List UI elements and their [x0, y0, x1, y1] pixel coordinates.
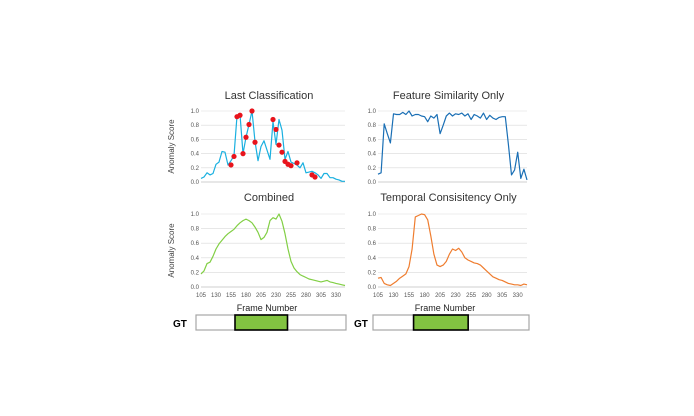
marker-point	[276, 142, 282, 148]
last-classification-chart: Last Classification 0.0 0.2 0.4 0.6 0.8 1.0 Ano…	[167, 90, 345, 186]
y-tick-label: 1.0	[368, 109, 377, 115]
y-tick-label: 0.0	[191, 180, 200, 186]
gt-anomaly-segment	[412, 314, 469, 331]
x-tick-label: 255	[286, 293, 297, 299]
combined-chart: Combined 0.0 0.2 0.4 0.6 0.8 1.0 105 130 155 180 20…	[167, 192, 346, 299]
y-tick-label: 0.4	[191, 256, 200, 262]
y-tick-label: 0.0	[368, 180, 377, 186]
x-tick-label: 280	[301, 293, 312, 299]
last-classification-y-axis-label: Anomaly Score	[167, 119, 176, 174]
x-tick-label: 230	[451, 293, 462, 299]
y-tick-label: 0.6	[191, 241, 200, 247]
marker-point	[240, 151, 246, 157]
y-tick-label: 0.2	[191, 270, 200, 276]
y-tick-label: 0.4	[368, 256, 377, 262]
x-tick-label: 130	[389, 293, 400, 299]
gt-bar-1: GT	[173, 314, 347, 331]
feature-similarity-series-line	[377, 110, 528, 181]
y-tick-label: 0.0	[368, 285, 377, 291]
y-tick-label: 0.8	[368, 227, 377, 233]
gt-label: GT	[354, 319, 368, 330]
x-tick-label: 330	[331, 293, 342, 299]
x-tick-label: 180	[241, 293, 252, 299]
marker-point	[252, 139, 258, 145]
y-tick-label: 0.6	[191, 137, 200, 143]
x-tick-label: 105	[196, 293, 207, 299]
combined-title: Combined	[244, 192, 294, 204]
marker-point	[288, 163, 294, 169]
combined-series-line	[200, 213, 346, 287]
last-classification-title: Last Classification	[225, 90, 314, 102]
y-tick-label: 0.6	[368, 241, 377, 247]
y-tick-label: 0.8	[191, 123, 200, 129]
x-tick-label: 105	[373, 293, 384, 299]
y-tick-label: 0.2	[368, 166, 377, 172]
y-tick-label: 1.0	[191, 212, 200, 218]
combined-y-axis-label: Anomaly Score	[167, 223, 176, 278]
feature-similarity-chart: Feature Similarity Only 0.0 0.2 0.4 0.6 0.8 1.…	[368, 90, 528, 186]
x-axis-label: Frame Number	[415, 303, 476, 313]
y-tick-label: 1.0	[191, 109, 200, 115]
feature-similarity-title: Feature Similarity Only	[393, 90, 505, 102]
marker-point	[231, 153, 237, 160]
x-tick-label: 205	[435, 293, 446, 299]
x-tick-label: 305	[316, 293, 327, 299]
gt-anomaly-segment	[234, 314, 289, 331]
y-tick-label: 0.0	[191, 285, 200, 291]
marker-point	[270, 116, 276, 123]
marker-point	[228, 162, 234, 168]
x-tick-label: 205	[256, 293, 267, 299]
y-tick-label: 0.6	[368, 137, 377, 143]
x-tick-label: 255	[466, 293, 477, 299]
x-tick-label: 230	[271, 293, 282, 299]
x-tick-label: 180	[420, 293, 431, 299]
temporal-consistency-chart: Temporal Consisitency Only 0.0 0.2 0.4 0.6 0.…	[368, 192, 528, 299]
marker-point	[312, 174, 318, 180]
y-tick-label: 0.8	[191, 227, 200, 233]
marker-point	[243, 134, 249, 140]
x-tick-label: 305	[497, 293, 508, 299]
y-tick-label: 0.2	[191, 166, 200, 172]
temporal-consistency-title: Temporal Consisitency Only	[380, 192, 517, 204]
gt-bar-2: GT	[354, 314, 530, 331]
marker-point	[273, 126, 279, 133]
x-tick-label: 155	[226, 293, 237, 299]
x-tick-label: 330	[513, 293, 524, 299]
y-tick-label: 0.2	[368, 270, 377, 276]
x-tick-label: 130	[211, 293, 222, 299]
marker-point	[249, 108, 255, 114]
marker-point	[294, 160, 300, 166]
temporal-consistency-series-line	[377, 213, 528, 287]
y-tick-label: 0.4	[368, 152, 377, 158]
marker-point	[246, 121, 252, 128]
x-tick-label: 155	[404, 293, 415, 299]
y-tick-label: 0.8	[368, 123, 377, 129]
marker-point	[237, 112, 243, 118]
y-tick-label: 1.0	[368, 212, 377, 218]
x-tick-label: 280	[482, 293, 493, 299]
y-tick-label: 0.4	[191, 152, 200, 158]
gt-label: GT	[173, 319, 187, 330]
marker-point	[279, 149, 285, 155]
x-axis-label: Frame Number	[237, 303, 298, 313]
